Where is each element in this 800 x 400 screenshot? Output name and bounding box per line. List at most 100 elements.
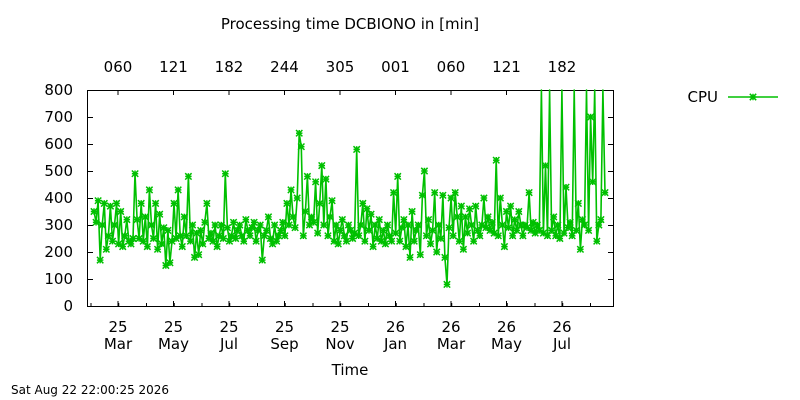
y-tick-label: 700 — [44, 108, 73, 126]
cpu-data-point — [291, 223, 299, 232]
series-cpu — [90, 89, 609, 289]
x-tick-label-month: Mar — [104, 335, 133, 353]
cpu-data-point — [178, 242, 186, 251]
cpu-data-point — [355, 232, 363, 240]
cpu-data-point — [157, 240, 166, 248]
cpu-data-point — [334, 240, 342, 248]
cpu-data-point — [252, 237, 260, 245]
cpu-data-point — [461, 213, 470, 221]
cpu-data-point — [465, 205, 474, 213]
cpu-data-point — [176, 232, 184, 240]
cpu-data-point — [170, 199, 178, 208]
cpu-data-point — [102, 245, 111, 254]
cpu-data-point — [116, 207, 125, 216]
cpu-data-point — [564, 223, 572, 232]
cpu-data-point — [342, 237, 351, 245]
cpu-data-point — [391, 229, 400, 237]
cpu-data-point — [258, 256, 267, 264]
cpu-data-point — [484, 213, 492, 221]
cpu-data-point — [98, 221, 106, 229]
x-axis-bottom: 25Mar25May25Jul25Sep25Nov26Jan26Mar26May… — [90, 301, 591, 353]
x-tick-label-day: 25 — [275, 318, 294, 336]
cpu-data-point — [519, 232, 527, 240]
cpu-data-point — [601, 188, 609, 197]
cpu-data-point — [549, 213, 558, 221]
cpu-data-point — [110, 221, 119, 229]
cpu-data-point — [272, 237, 281, 245]
x-tick-label-month: Jul — [219, 335, 238, 353]
cpu-data-point — [318, 161, 326, 170]
cpu-data-point — [231, 234, 240, 243]
x-tick-label-day: 26 — [386, 318, 405, 336]
cpu-data-point — [92, 218, 100, 227]
footer-timestamp: Sat Aug 22 22:00:25 2026 — [11, 383, 169, 397]
cpu-data-point — [574, 199, 583, 208]
cpu-data-point — [229, 218, 238, 227]
cpu-data-point — [104, 232, 113, 240]
chart-title: Processing time DCBIONO in [min] — [221, 15, 479, 33]
cpu-data-point — [184, 172, 193, 181]
cpu-data-point — [289, 213, 297, 221]
x-tick-label-day: 26 — [552, 318, 571, 336]
cpu-data-point — [562, 183, 570, 191]
cpu-data-point — [238, 232, 246, 240]
x-tick-label-month: May — [491, 335, 522, 353]
cpu-data-point — [435, 221, 443, 229]
cpu-data-point — [119, 242, 127, 251]
cpu-data-point — [166, 259, 174, 267]
cpu-data-point — [430, 188, 439, 197]
cpu-data-point — [344, 221, 353, 229]
cpu-data-point — [131, 169, 139, 178]
cpu-data-point — [369, 242, 377, 251]
cpu-data-point — [203, 199, 211, 208]
cpu-data-point — [471, 202, 480, 210]
cpu-data-point — [221, 169, 230, 178]
cpu-data-point — [396, 237, 404, 245]
cpu-data-point — [443, 280, 451, 289]
cpu-data-point — [201, 218, 209, 227]
cpu-data-point — [233, 226, 242, 235]
cpu-data-point — [250, 218, 258, 227]
cpu-data-point — [137, 199, 145, 208]
x-axis-label: Time — [331, 361, 369, 379]
cpu-data-point — [371, 221, 379, 229]
cpu-data-point — [254, 226, 262, 235]
cpu-data-point — [560, 229, 568, 237]
cpu-data-point — [108, 237, 117, 245]
cpu-data-point — [301, 207, 310, 216]
cpu-data-point — [593, 237, 601, 245]
cpu-data-point — [326, 213, 334, 221]
cpu-data-point — [121, 232, 129, 240]
cpu-data-point — [502, 207, 511, 216]
cpu-data-point — [338, 215, 347, 224]
cpu-data-point — [320, 221, 328, 229]
cpu-data-point — [164, 226, 172, 235]
cpu-data-point — [488, 218, 496, 227]
x-tick-label-day: 26 — [497, 318, 516, 336]
cpu-data-point — [496, 194, 505, 202]
cpu-data-point — [437, 234, 445, 243]
cpu-data-point — [426, 240, 435, 248]
cpu-data-point — [311, 178, 320, 186]
cpu-data-point — [90, 207, 98, 216]
cpu-data-point — [389, 188, 398, 197]
cpu-data-point — [295, 129, 303, 137]
legend-label-cpu: CPU — [688, 88, 719, 106]
cpu-data-point — [568, 232, 576, 240]
cpu-data-point — [129, 234, 137, 243]
cpu-data-point — [316, 199, 324, 208]
cpu-data-point — [393, 172, 402, 181]
cpu-data-point — [428, 226, 437, 235]
cpu-data-point — [270, 221, 279, 229]
cpu-data-point — [439, 191, 447, 200]
cpu-data-point — [153, 245, 162, 254]
cpu-data-point — [367, 210, 375, 218]
cpu-data-point — [749, 93, 757, 101]
cpu-data-point — [324, 232, 332, 240]
cpu-series-line — [93, 89, 606, 286]
cpu-data-point — [332, 221, 340, 229]
cpu-data-point — [303, 172, 312, 181]
cpu-data-point — [375, 215, 383, 224]
cpu-data-point — [597, 215, 605, 224]
cpu-data-point — [328, 196, 336, 205]
